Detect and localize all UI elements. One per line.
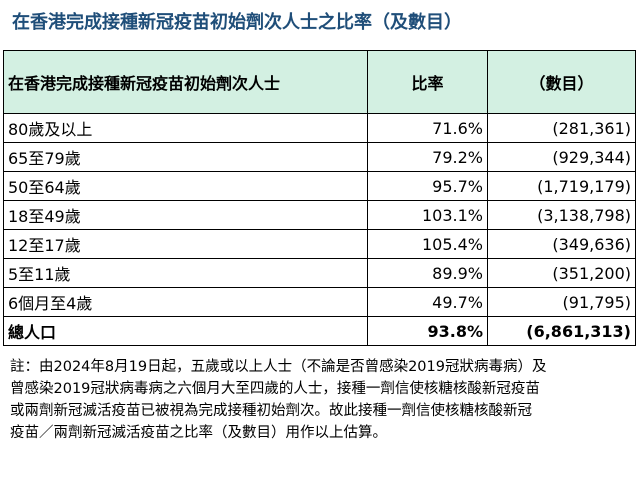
- total-count: (6,861,313): [487, 316, 636, 346]
- table-row: 12至17歲 105.4% (349,636): [3, 229, 636, 259]
- total-group: 總人口: [3, 316, 368, 346]
- row-count: (281,361): [487, 113, 636, 143]
- row-count: (91,795): [487, 287, 636, 317]
- table-header-row: 在香港完成接種新冠疫苗初始劑次人士 比率 （數目）: [3, 50, 636, 114]
- row-rate: 79.2%: [367, 142, 488, 172]
- vaccination-table: 在香港完成接種新冠疫苗初始劑次人士 比率 （數目） 80歲及以上 71.6% (…: [3, 50, 636, 346]
- row-rate: 89.9%: [367, 258, 488, 288]
- footnote-line: 或兩劑新冠滅活疫苗已被視為完成接種初始劑次。故此接種一劑信使核糖核酸新冠: [10, 403, 532, 419]
- table-row: 50至64歲 95.7% (1,719,179): [3, 171, 636, 201]
- table-total-row: 總人口 93.8% (6,861,313): [3, 316, 636, 346]
- table-row: 80歲及以上 71.6% (281,361): [3, 113, 636, 143]
- row-rate: 105.4%: [367, 229, 488, 259]
- row-rate: 103.1%: [367, 200, 488, 230]
- row-group: 80歲及以上: [3, 113, 368, 143]
- footnote-line: 疫苗／兩劑新冠滅活疫苗之比率（及數目）用作以上估算。: [10, 425, 387, 441]
- table-row: 65至79歲 79.2% (929,344): [3, 142, 636, 172]
- row-count: (929,344): [487, 142, 636, 172]
- header-group: 在香港完成接種新冠疫苗初始劑次人士: [3, 50, 368, 114]
- table-row: 18至49歲 103.1% (3,138,798): [3, 200, 636, 230]
- row-count: (349,636): [487, 229, 636, 259]
- row-rate: 49.7%: [367, 287, 488, 317]
- total-rate: 93.8%: [367, 316, 488, 346]
- row-count: (1,719,179): [487, 171, 636, 201]
- row-rate: 95.7%: [367, 171, 488, 201]
- row-group: 65至79歲: [3, 142, 368, 172]
- table-row: 5至11歲 89.9% (351,200): [3, 258, 636, 288]
- row-group: 5至11歲: [3, 258, 368, 288]
- row-count: (351,200): [487, 258, 636, 288]
- row-group: 50至64歲: [3, 171, 368, 201]
- footnote: 註：由2024年8月19日起，五歲或以上人士（不論是否曾感染2019冠狀病毒病）…: [10, 356, 632, 444]
- row-group: 12至17歲: [3, 229, 368, 259]
- row-count: (3,138,798): [487, 200, 636, 230]
- footnote-line: 曾感染2019冠狀病毒病之六個月大至四歲的人士，接種一劑信使核糖核酸新冠疫苗: [10, 381, 540, 397]
- table-row: 6個月至4歲 49.7% (91,795): [3, 287, 636, 317]
- row-group: 6個月至4歲: [3, 287, 368, 317]
- row-rate: 71.6%: [367, 113, 488, 143]
- footnote-line: 註：由2024年8月19日起，五歲或以上人士（不論是否曾感染2019冠狀病毒病）…: [10, 359, 547, 375]
- row-group: 18至49歲: [3, 200, 368, 230]
- header-rate: 比率: [367, 50, 488, 114]
- header-count: （數目）: [487, 50, 636, 114]
- page-title: 在香港完成接種新冠疫苗初始劑次人士之比率（及數目）: [12, 12, 462, 33]
